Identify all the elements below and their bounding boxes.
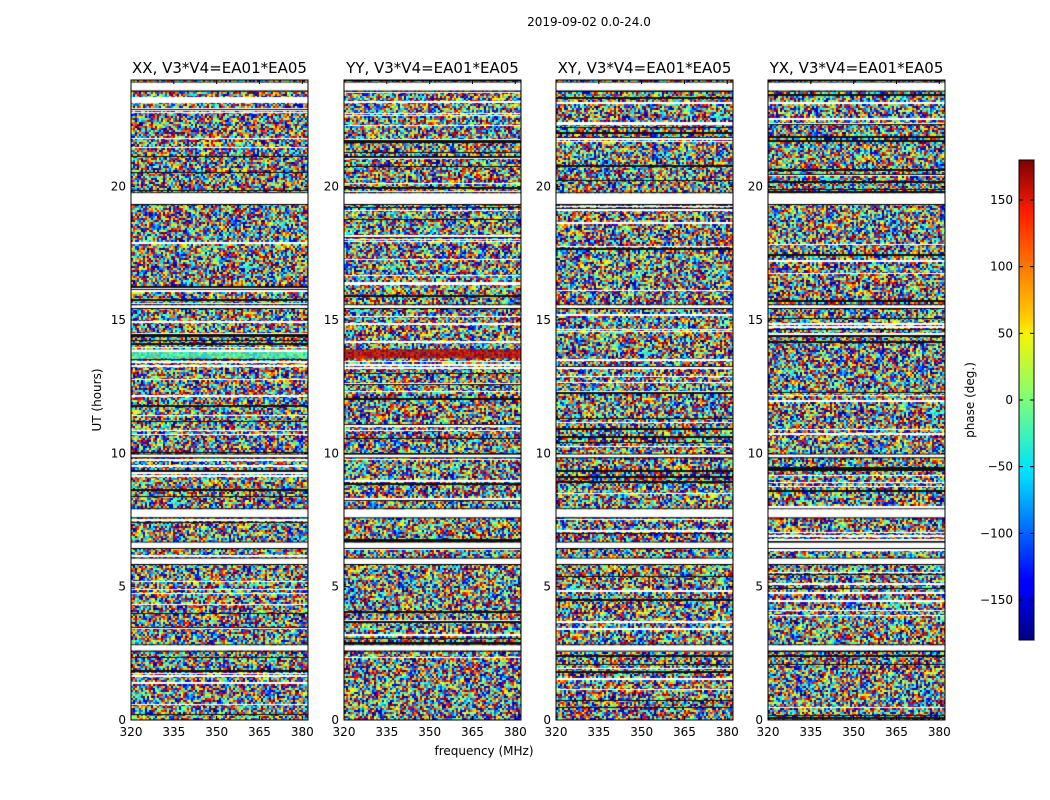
x-tick-label: 335 — [162, 725, 185, 739]
panel-1: XX, V3*V4=EA01*EA05 320 335 350 365 380 0 5 10 15… — [111, 59, 314, 739]
panel-4: YX, V3*V4=EA01*EA05 320 335 350 365 380 0 5 10 15… — [748, 59, 951, 739]
colorbar-tick-label: −50 — [988, 460, 1013, 474]
x-tick-label: 365 — [673, 725, 696, 739]
panel-frame — [343, 79, 522, 721]
phase-image — [768, 80, 945, 720]
x-tick-label: 365 — [885, 725, 908, 739]
panels: XX, V3*V4=EA01*EA05 320 335 350 365 380 0 5 10 15… — [111, 59, 951, 739]
panel-title: YX, V3*V4=EA01*EA05 — [769, 59, 944, 77]
y-tick-label: 0 — [331, 713, 339, 727]
x-tick-label: 380 — [716, 725, 739, 739]
colorbar-tick-label: 150 — [990, 193, 1013, 207]
colorbar: 150 100 50 0 −50 −100 −150 phase (deg.) — [963, 159, 1035, 641]
y-tick-label: 15 — [536, 313, 551, 327]
x-tick-label: 350 — [205, 725, 228, 739]
colorbar-tick-label: 100 — [990, 260, 1013, 274]
panel-frame — [767, 79, 946, 721]
colorbar-tick-label: 0 — [1005, 393, 1013, 407]
y-tick-label: 0 — [543, 713, 551, 727]
y-tick-label: 5 — [118, 580, 126, 594]
x-tick-label: 365 — [248, 725, 271, 739]
panel-2: YY, V3*V4=EA01*EA05 320 335 350 365 380 0 5 10 15… — [324, 59, 527, 739]
phase-image — [344, 80, 521, 720]
y-tick-label: 10 — [536, 446, 551, 460]
panel-title: XX, V3*V4=EA01*EA05 — [132, 59, 307, 77]
panel-3: XY, V3*V4=EA01*EA05 320 335 350 365 380 0 5 10 15… — [536, 59, 739, 739]
x-tick-label: 380 — [504, 725, 527, 739]
colorbar-label: phase (deg.) — [963, 362, 977, 438]
x-tick-label: 350 — [418, 725, 441, 739]
x-tick-label: 335 — [375, 725, 398, 739]
y-tick-label: 20 — [324, 180, 339, 194]
panel-frame — [130, 79, 309, 721]
y-tick-label: 20 — [536, 180, 551, 194]
panel-title: YY, V3*V4=EA01*EA05 — [345, 59, 519, 77]
y-tick-label: 20 — [111, 180, 126, 194]
x-tick-label: 320 — [757, 725, 780, 739]
y-tick-label: 0 — [118, 713, 126, 727]
y-tick-label: 10 — [111, 446, 126, 460]
y-tick-label: 5 — [755, 580, 763, 594]
x-tick-label: 380 — [291, 725, 314, 739]
x-tick-label: 350 — [630, 725, 653, 739]
x-tick-label: 365 — [461, 725, 484, 739]
x-tick-label: 335 — [587, 725, 610, 739]
y-tick-label: 15 — [111, 313, 126, 327]
phase-noise-canvas — [344, 80, 521, 720]
phase-image — [556, 80, 733, 720]
x-tick-label: 320 — [333, 725, 356, 739]
panel-title: XY, V3*V4=EA01*EA05 — [558, 59, 732, 77]
y-tick-label: 10 — [748, 446, 763, 460]
x-tick-label: 335 — [799, 725, 822, 739]
x-tick-label: 350 — [842, 725, 865, 739]
x-tick-label: 320 — [545, 725, 568, 739]
x-tick-label: 320 — [120, 725, 143, 739]
colorbar-ticks: 150 100 50 0 −50 −100 −150 — [980, 193, 1034, 607]
panel-frame — [555, 79, 734, 721]
y-tick-label: 10 — [324, 446, 339, 460]
phase-noise-canvas — [556, 80, 733, 720]
y-tick-label: 15 — [748, 313, 763, 327]
phase-noise-canvas — [131, 80, 308, 720]
y-tick-label: 15 — [324, 313, 339, 327]
y-tick-label: 0 — [755, 713, 763, 727]
x-tick-label: 380 — [928, 725, 951, 739]
figure-title: 2019-09-02 0.0-24.0 — [527, 15, 651, 29]
y-tick-label: 20 — [748, 180, 763, 194]
colorbar-tick-label: −100 — [980, 526, 1013, 540]
phase-noise-canvas — [768, 80, 945, 720]
y-tick-label: 5 — [331, 580, 339, 594]
y-tick-label: 5 — [543, 580, 551, 594]
y-axis-label: UT (hours) — [90, 368, 104, 431]
colorbar-tick-label: −150 — [980, 593, 1013, 607]
x-axis-label: frequency (MHz) — [434, 744, 533, 758]
phase-image — [131, 80, 308, 720]
colorbar-tick-label: 50 — [998, 326, 1013, 340]
